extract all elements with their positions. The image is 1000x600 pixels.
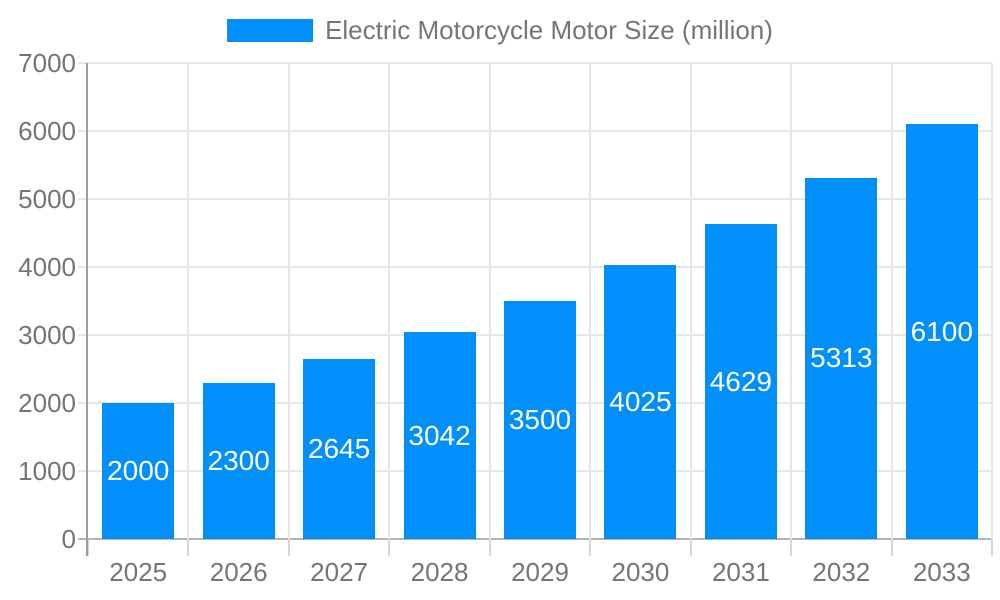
x-axis-category-label: 2030 bbox=[611, 557, 670, 587]
x-axis-tick bbox=[488, 539, 491, 556]
x-axis-category-label: 2032 bbox=[812, 557, 871, 587]
x-axis-category-label: 2031 bbox=[711, 557, 770, 587]
bar-2032[interactable]: 5313 bbox=[805, 177, 878, 539]
bar-value-label: 4629 bbox=[709, 365, 773, 397]
x-axis-tick bbox=[187, 539, 190, 556]
x-axis-tick bbox=[87, 539, 89, 556]
y-axis-tick-label: 2000 bbox=[18, 388, 76, 418]
x-axis-category-label: 2027 bbox=[310, 557, 369, 587]
gridline-vertical bbox=[689, 63, 692, 539]
x-axis-line bbox=[78, 538, 992, 540]
legend-label: Electric Motorcycle Motor Size (million) bbox=[325, 14, 773, 45]
gridline-vertical bbox=[287, 63, 290, 539]
x-axis-tick bbox=[287, 539, 290, 556]
x-axis-category-label: 2026 bbox=[209, 557, 268, 587]
y-axis-tick-label: 6000 bbox=[18, 116, 76, 146]
bar-2027[interactable]: 2645 bbox=[303, 359, 376, 539]
bar-2025[interactable]: 2000 bbox=[102, 403, 175, 539]
gridline-vertical bbox=[890, 63, 893, 539]
bar-2028[interactable]: 3042 bbox=[403, 332, 476, 539]
x-axis-tick bbox=[388, 539, 391, 556]
x-axis-tick bbox=[991, 539, 993, 556]
x-axis-category-label: 2025 bbox=[109, 557, 168, 587]
bar-value-label: 6100 bbox=[910, 315, 973, 347]
y-axis-tick-label: 4000 bbox=[18, 252, 76, 282]
y-axis-line bbox=[86, 63, 88, 556]
y-axis-tick-label: 0 bbox=[61, 524, 76, 554]
x-axis-category-label: 2028 bbox=[410, 557, 469, 587]
x-axis-tick bbox=[689, 539, 692, 556]
legend-item[interactable]: Electric Motorcycle Motor Size (million) bbox=[227, 12, 773, 48]
gridline-horizontal bbox=[78, 130, 992, 132]
bar-value-label: 2000 bbox=[107, 455, 170, 486]
bar-2030[interactable]: 4025 bbox=[604, 265, 677, 539]
x-axis-tick bbox=[589, 539, 592, 556]
gridline-vertical bbox=[388, 63, 391, 539]
bar-value-label: 4025 bbox=[609, 386, 672, 418]
y-axis-tick-label: 7000 bbox=[18, 48, 76, 78]
y-axis-tick-label: 3000 bbox=[18, 320, 76, 350]
legend-swatch bbox=[227, 18, 314, 42]
y-axis-tick-label: 1000 bbox=[18, 456, 76, 486]
x-axis-category-label: 2029 bbox=[511, 557, 569, 587]
gridline-vertical bbox=[991, 63, 993, 539]
bar-value-label: 3500 bbox=[508, 404, 572, 435]
gridline-vertical bbox=[488, 63, 491, 539]
gridline-horizontal bbox=[78, 62, 992, 64]
bar-value-label: 3042 bbox=[408, 419, 471, 451]
gridline-vertical bbox=[790, 63, 793, 539]
y-axis-tick-label: 5000 bbox=[18, 184, 76, 214]
bar-value-label: 5313 bbox=[810, 342, 873, 374]
bar-2026[interactable]: 2300 bbox=[202, 382, 275, 539]
bar-2033[interactable]: 6100 bbox=[905, 124, 978, 539]
bar-value-label: 2645 bbox=[307, 433, 371, 465]
x-axis-category-label: 2033 bbox=[912, 557, 971, 587]
gridline-horizontal bbox=[78, 198, 992, 200]
bar-2031[interactable]: 4629 bbox=[704, 224, 777, 539]
bar-2029[interactable]: 3500 bbox=[504, 301, 576, 539]
x-axis-tick bbox=[790, 539, 793, 556]
bar-value-label: 2300 bbox=[207, 444, 270, 476]
gridline-horizontal bbox=[78, 266, 992, 268]
x-axis-tick bbox=[890, 539, 893, 556]
gridline-vertical bbox=[187, 63, 190, 539]
gridline-vertical bbox=[589, 63, 592, 539]
